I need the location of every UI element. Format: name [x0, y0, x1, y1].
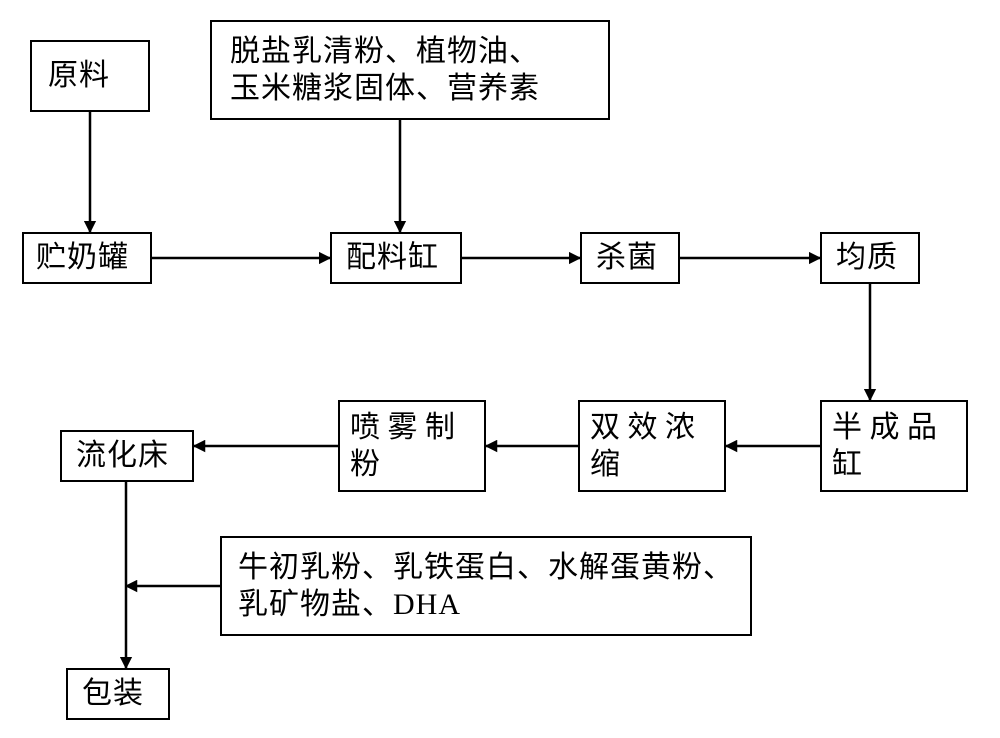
- node-label: 半 成 品 缸: [832, 409, 937, 484]
- flowchart-canvas: 原料 脱盐乳清粉、植物油、 玉米糖浆固体、营养素 贮奶罐 配料缸 杀菌 均质 半…: [0, 0, 1000, 738]
- node-steril: 杀菌: [580, 232, 680, 284]
- node-mix: 配料缸: [330, 232, 462, 284]
- node-spray: 喷 雾 制 粉: [338, 400, 486, 492]
- node-label: 均质: [836, 239, 898, 277]
- node-label: 杀菌: [596, 239, 658, 277]
- node-fluid: 流化床: [60, 430, 194, 482]
- node-label: 原料: [48, 57, 110, 95]
- node-label: 脱盐乳清粉、植物油、 玉米糖浆固体、营养素: [230, 33, 540, 108]
- node-label: 牛初乳粉、乳铁蛋白、水解蛋黄粉、 乳矿物盐、DHA: [238, 549, 734, 624]
- node-label: 喷 雾 制 粉: [350, 409, 455, 484]
- node-raw: 原料: [30, 40, 150, 112]
- node-additives2: 牛初乳粉、乳铁蛋白、水解蛋黄粉、 乳矿物盐、DHA: [220, 536, 752, 636]
- node-additives1: 脱盐乳清粉、植物油、 玉米糖浆固体、营养素: [210, 20, 610, 120]
- node-label: 配料缸: [346, 239, 439, 277]
- node-label: 双 效 浓 缩: [590, 409, 695, 484]
- node-pack: 包装: [66, 668, 170, 720]
- node-homog: 均质: [820, 232, 920, 284]
- node-label: 流化床: [76, 437, 169, 475]
- node-conc: 双 效 浓 缩: [578, 400, 726, 492]
- node-label: 贮奶罐: [36, 239, 129, 277]
- node-semi: 半 成 品 缸: [820, 400, 968, 492]
- node-label: 包装: [82, 675, 144, 713]
- node-tank: 贮奶罐: [22, 232, 152, 284]
